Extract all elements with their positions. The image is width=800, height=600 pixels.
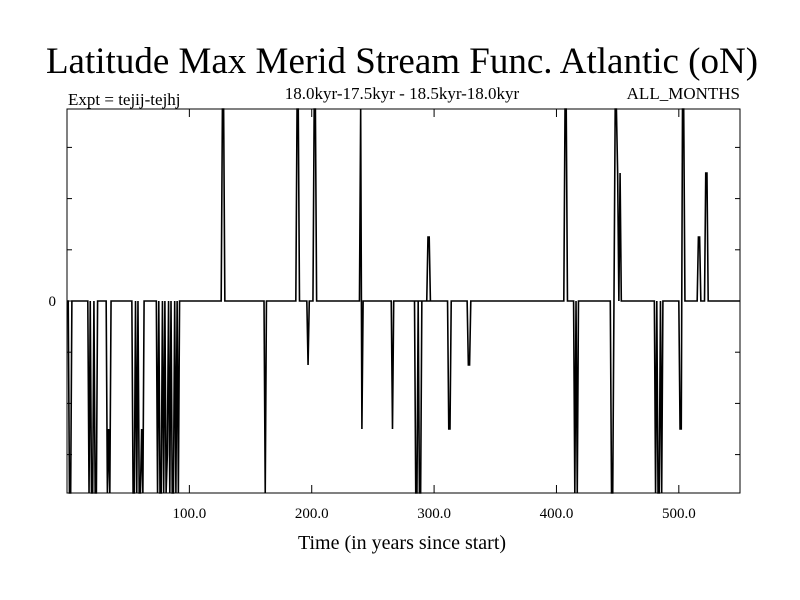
axis-tick-labels: 100.0 200.0 300.0 400.0 500.0 0 [49, 294, 696, 522]
months-label: ALL_MONTHS [627, 84, 740, 103]
x-axis-label: Time (in years since start) [298, 532, 506, 554]
series-line [67, 108, 740, 494]
x-tick-label: 300.0 [417, 506, 451, 522]
x-tick-label: 200.0 [295, 506, 329, 522]
y-tick-label: 0 [49, 294, 57, 310]
chart-title: Latitude Max Merid Stream Func. Atlantic… [46, 41, 758, 82]
x-tick-label: 400.0 [540, 506, 574, 522]
period-label: 18.0kyr-17.5kyr - 18.5kyr-18.0kyr [285, 84, 520, 103]
experiment-label: Expt = tejij-tejhj [68, 90, 181, 109]
x-tick-label: 500.0 [662, 506, 696, 522]
x-tick-label: 100.0 [172, 506, 206, 522]
